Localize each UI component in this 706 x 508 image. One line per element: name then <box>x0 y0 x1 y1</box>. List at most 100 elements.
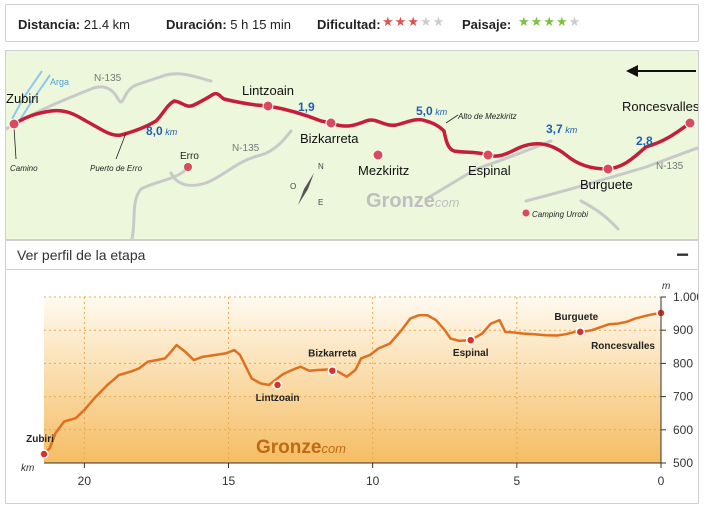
waypoint-label: Burguete <box>554 312 598 323</box>
x-axis-label: km <box>21 463 34 474</box>
poi-marker <box>522 209 530 217</box>
town-label: Burguete <box>580 177 633 192</box>
waypoint-label: Espinal <box>453 348 489 359</box>
map-place-label: N-135 <box>656 161 684 172</box>
landscape-label: Paisaje: <box>462 17 512 32</box>
x-tick-label: 10 <box>366 474 380 488</box>
road-network <box>6 72 698 239</box>
segment-distance-label: 8,0 km <box>146 124 178 138</box>
map-place-label: Arga <box>50 77 69 87</box>
map-place-label: N-135 <box>94 73 122 84</box>
svg-text:O: O <box>290 182 296 191</box>
profile-toggle-bar[interactable]: Ver perfil de la etapa − <box>5 240 699 270</box>
waypoint-marker <box>39 449 49 459</box>
waypoint-marker <box>272 380 283 390</box>
map-place-label: Camping Urrobi <box>532 210 588 219</box>
town-marker[interactable] <box>8 118 20 130</box>
waypoint-marker <box>575 327 586 337</box>
town-marker[interactable] <box>602 163 614 175</box>
elevation-chart: Gronzecom Zubiri Lintzoain Bizkarreta Espin… <box>21 281 699 488</box>
waypoint-label: Zubiri <box>26 434 54 445</box>
x-tick-label: 15 <box>222 474 236 488</box>
town-label: Espinal <box>468 163 511 178</box>
town-label: Mezkiritz <box>358 163 409 178</box>
map-place-label: Puerto de Erro <box>90 164 143 173</box>
segment-distance-label: 2,8 <box>636 134 653 148</box>
waypoint-markers: Zubiri Lintzoain Bizkarreta Espinal Burguete… <box>26 308 666 459</box>
profile-title: Ver perfil de la etapa <box>17 247 146 263</box>
star-filled-icon: ★ <box>530 14 544 29</box>
segment-distance-label: 1,9 <box>298 100 315 114</box>
waypoint-marker <box>465 335 476 345</box>
waypoint-label: Bizkarreta <box>308 349 357 360</box>
compass-icon: N E O <box>290 162 324 207</box>
distance-stat: Distancia: 21.4 km <box>18 17 130 32</box>
town-marker[interactable] <box>372 149 384 161</box>
map-towns: Zubiri Lintzoain Bizkarreta Mezkiritz Espina… <box>6 83 699 192</box>
difficulty-label: Dificultad: <box>317 17 381 32</box>
svg-text:E: E <box>318 198 323 207</box>
star-filled-icon: ★ <box>394 14 408 29</box>
landscape-stars: ★★★★★ <box>518 14 581 30</box>
profile-watermark: Gronzecom <box>256 437 346 458</box>
stage-stats-bar: Distancia: 21.4 km Duración: 5 h 15 min … <box>5 4 699 42</box>
segment-distance-label: 3,7 km <box>546 122 578 136</box>
x-tick-label: 20 <box>78 474 92 488</box>
map-place-label: Camino <box>10 164 38 173</box>
town-label: Lintzoain <box>242 83 294 98</box>
star-filled-icon: ★ <box>543 14 556 29</box>
y-axis-label: m <box>662 281 670 292</box>
star-empty-icon: ★ <box>419 14 433 29</box>
town-marker[interactable] <box>325 117 337 129</box>
map-place-label: Alto de Mezkiritz <box>457 112 517 121</box>
town-marker[interactable] <box>262 100 274 112</box>
direction-arrow-icon <box>626 65 696 77</box>
route-line <box>12 91 692 171</box>
y-tick-label: 700 <box>673 390 693 404</box>
y-tick-label: 600 <box>673 423 693 437</box>
waypoint-label: Lintzoain <box>256 393 300 404</box>
town-marker[interactable] <box>684 117 696 129</box>
river-arga <box>11 70 51 124</box>
y-tick-label: 1.000 <box>673 290 699 304</box>
segment-distance-label: 5,0 km <box>416 104 448 118</box>
y-tick-label: 900 <box>673 323 693 337</box>
map-labels: Arga N-135 N-135 N-135 Erro Camino Puerto de E… <box>10 73 684 219</box>
y-tick-label: 800 <box>673 356 693 370</box>
landscape-stat: Paisaje: <box>462 17 511 32</box>
star-empty-icon: ★ <box>568 14 582 29</box>
duration-value: 5 h 15 min <box>230 17 291 32</box>
town-marker[interactable] <box>482 149 494 161</box>
map-place-label: N-135 <box>232 143 260 154</box>
svg-text:N: N <box>318 162 324 171</box>
x-tick-label: 5 <box>513 474 520 488</box>
y-tick-label: 500 <box>673 456 693 470</box>
duration-stat: Duración: 5 h 15 min <box>166 17 291 32</box>
difficulty-stat: Dificultad: <box>317 17 381 32</box>
star-filled-icon: ★ <box>555 14 569 29</box>
waypoint-label: Roncesvalles <box>591 341 655 352</box>
collapse-toggle-button[interactable]: − <box>676 242 689 267</box>
town-label: Zubiri <box>6 91 39 106</box>
map-place-label: Erro <box>180 151 199 162</box>
town-label: Roncesvalles <box>622 99 699 114</box>
route-map[interactable]: N E O Arga N-135 N-135 N-135 Erro Camino Puert… <box>5 50 699 240</box>
star-filled-icon: ★ <box>518 14 531 29</box>
waypoint-marker <box>327 365 338 376</box>
poi-marker <box>184 163 192 171</box>
chart-plot-area <box>44 297 661 463</box>
distance-value: 21.4 km <box>83 17 131 32</box>
chart-axes: 500 600 700 800 900 1.000 20 15 10 5 0 km m <box>21 281 699 488</box>
map-watermark: Gronzecom <box>366 190 460 212</box>
star-filled-icon: ★ <box>382 14 395 29</box>
route-map-svg: N E O Arga N-135 N-135 N-135 Erro Camino Puert… <box>6 51 699 239</box>
elevation-line <box>43 311 662 455</box>
distance-label: Distancia: <box>18 17 81 32</box>
x-tick-label: 0 <box>658 474 665 488</box>
elevation-profile: Gronzecom Zubiri Lintzoain Bizkarreta Espin… <box>5 270 699 504</box>
duration-label: Duración: <box>166 17 227 32</box>
star-empty-icon: ★ <box>432 14 446 29</box>
star-filled-icon: ★ <box>407 14 420 29</box>
town-label: Bizkarreta <box>300 131 359 146</box>
difficulty-stars: ★★★★★ <box>382 14 445 30</box>
